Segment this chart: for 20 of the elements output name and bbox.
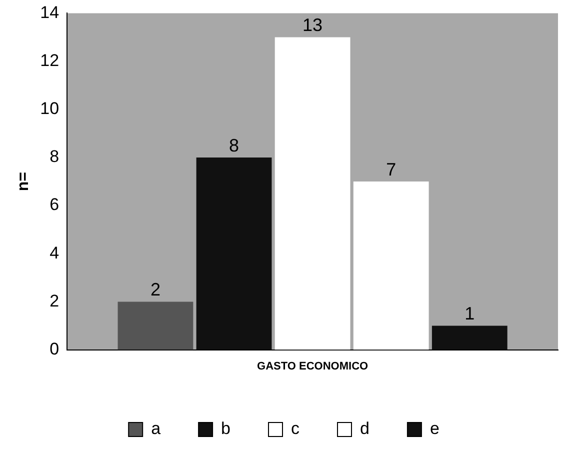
data-label: 13 — [302, 15, 323, 36]
legend-label: d — [360, 419, 370, 438]
legend-label: c — [291, 419, 300, 438]
y-tick-label: 10 — [40, 99, 60, 118]
data-label: 8 — [229, 135, 240, 156]
y-tick-label: 2 — [50, 291, 60, 310]
data-label: 1 — [464, 304, 475, 324]
y-tick-label: 8 — [50, 147, 60, 166]
y-axis-title: n= — [15, 172, 32, 192]
x-tick-label: GASTO ECONOMICO — [257, 360, 369, 372]
legend-label: a — [151, 419, 162, 438]
legend-label: e — [430, 419, 440, 438]
y-tick-label: 14 — [40, 2, 60, 22]
y-tick-label: 12 — [40, 50, 60, 70]
legend-label: b — [221, 419, 231, 438]
data-label: 2 — [150, 280, 160, 300]
y-tick-label: 4 — [50, 243, 60, 262]
y-tick-label: 6 — [50, 195, 60, 214]
y-tick-label: 0 — [50, 339, 60, 358]
data-label: 7 — [386, 159, 396, 180]
